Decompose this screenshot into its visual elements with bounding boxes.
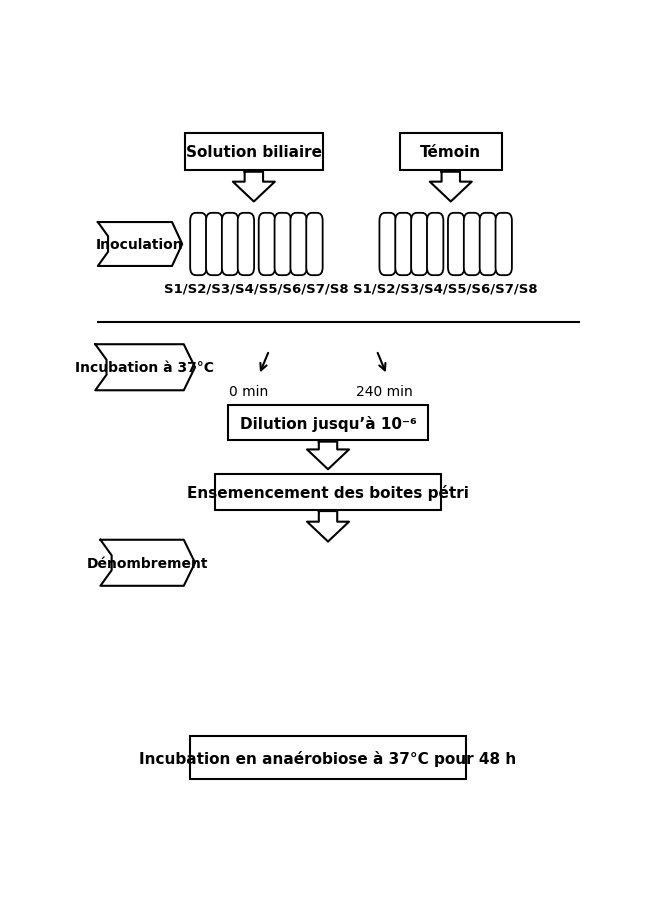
Text: Incubation à 37°C: Incubation à 37°C: [75, 361, 214, 375]
Text: Dilution jusqu’à 10⁻⁶: Dilution jusqu’à 10⁻⁶: [240, 415, 416, 431]
FancyBboxPatch shape: [395, 213, 412, 276]
Text: 240 min: 240 min: [356, 385, 412, 399]
FancyBboxPatch shape: [400, 134, 502, 171]
FancyBboxPatch shape: [275, 213, 291, 276]
Text: Incubation en anaérobiose à 37°C pour 48 h: Incubation en anaérobiose à 37°C pour 48…: [139, 750, 517, 766]
FancyBboxPatch shape: [306, 213, 323, 276]
FancyBboxPatch shape: [190, 736, 466, 779]
FancyBboxPatch shape: [427, 213, 444, 276]
FancyBboxPatch shape: [379, 213, 396, 276]
Polygon shape: [430, 173, 472, 202]
Text: Ensemencement des boites pétri: Ensemencement des boites pétri: [187, 484, 469, 500]
FancyBboxPatch shape: [259, 213, 275, 276]
FancyBboxPatch shape: [496, 213, 512, 276]
FancyBboxPatch shape: [228, 405, 428, 441]
Text: Solution biliaire: Solution biliaire: [186, 145, 322, 160]
FancyBboxPatch shape: [222, 213, 238, 276]
FancyBboxPatch shape: [206, 213, 222, 276]
FancyBboxPatch shape: [190, 213, 207, 276]
Polygon shape: [307, 442, 349, 470]
Polygon shape: [100, 540, 195, 586]
Text: S1/S2/S3/S4/S5/S6/S7/S8: S1/S2/S3/S4/S5/S6/S7/S8: [164, 282, 348, 295]
FancyBboxPatch shape: [215, 474, 441, 511]
Text: S1/S2/S3/S4/S5/S6/S7/S8: S1/S2/S3/S4/S5/S6/S7/S8: [353, 282, 538, 295]
FancyBboxPatch shape: [411, 213, 428, 276]
Text: Dénombrement: Dénombrement: [86, 556, 208, 570]
Text: Témoin: Témoin: [420, 145, 481, 160]
FancyBboxPatch shape: [464, 213, 480, 276]
Polygon shape: [233, 173, 275, 202]
Polygon shape: [98, 222, 182, 267]
FancyBboxPatch shape: [185, 134, 323, 171]
Text: 0 min: 0 min: [229, 385, 269, 399]
FancyBboxPatch shape: [480, 213, 496, 276]
Polygon shape: [95, 345, 195, 391]
FancyBboxPatch shape: [448, 213, 465, 276]
Polygon shape: [307, 512, 349, 542]
Text: Inoculation: Inoculation: [96, 238, 184, 252]
FancyBboxPatch shape: [238, 213, 254, 276]
FancyBboxPatch shape: [290, 213, 307, 276]
